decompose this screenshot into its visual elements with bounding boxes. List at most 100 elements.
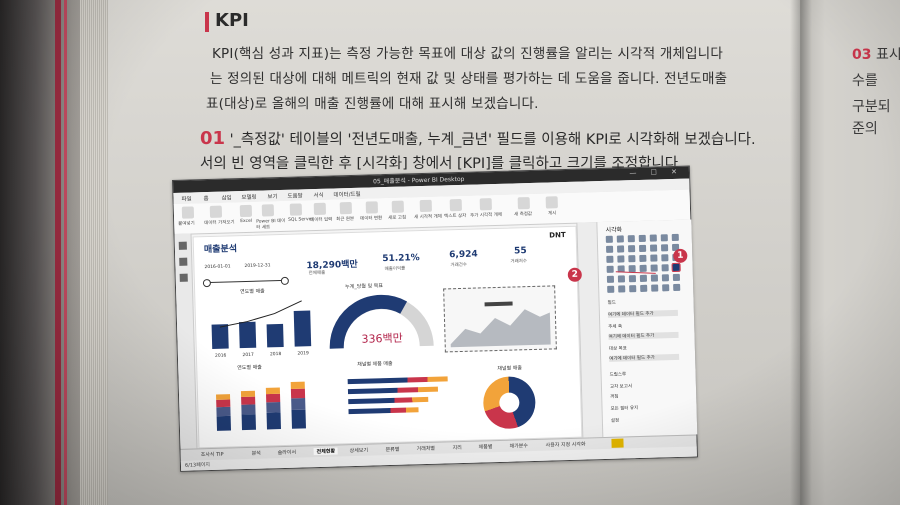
page-tab[interactable]: 거래처별 bbox=[416, 445, 436, 453]
powerbi-dataset-icon[interactable] bbox=[261, 204, 275, 217]
menu-home[interactable]: 홈 bbox=[203, 195, 209, 203]
page-tab[interactable]: 상세보기 bbox=[349, 447, 369, 455]
visual-type-icon[interactable] bbox=[628, 255, 636, 263]
visual-type-icon[interactable] bbox=[639, 254, 647, 262]
visual-type-icon[interactable] bbox=[628, 245, 636, 253]
visual-type-icon[interactable] bbox=[650, 254, 658, 262]
menu-data-drill[interactable]: 데이터/드릴 bbox=[333, 191, 361, 199]
new-kpi-visual-placeholder[interactable] bbox=[443, 285, 557, 353]
pane-add-field-3[interactable]: 여기에 데이터 필드 추가 bbox=[609, 355, 655, 362]
slider-start-handle[interactable] bbox=[202, 278, 212, 288]
stacked-bar-chart[interactable] bbox=[207, 372, 319, 437]
slicer-start-date[interactable]: 2016-01-01 bbox=[204, 264, 231, 271]
visual-type-icon[interactable] bbox=[606, 265, 614, 273]
publish-icon[interactable] bbox=[545, 196, 558, 209]
kpi-visual-icon[interactable] bbox=[671, 262, 681, 273]
visual-type-icon[interactable] bbox=[661, 254, 669, 262]
text-box-icon[interactable] bbox=[449, 198, 462, 212]
page-tab[interactable]: 제품별 bbox=[478, 444, 493, 451]
menu-modeling[interactable]: 모델링 bbox=[241, 194, 257, 202]
transform-data-icon[interactable] bbox=[365, 201, 379, 214]
page-tab[interactable]: 전체현황 bbox=[313, 447, 339, 456]
visual-type-icon[interactable] bbox=[672, 273, 681, 282]
visual-type-icon[interactable] bbox=[605, 235, 613, 243]
pane-keep-filters[interactable]: 모든 필터 유지 bbox=[610, 406, 639, 412]
step-line-2: 서의 빈 영역을 클릭한 후 [시각화] 창에서 [KPI]를 클릭하고 크기를… bbox=[200, 156, 683, 172]
menu-file[interactable]: 파일 bbox=[181, 196, 192, 203]
visual-type-icon[interactable] bbox=[639, 264, 647, 272]
report-canvas[interactable]: 매출분석 DNT 2016-01-01 2019-12-31 18,290백만 … bbox=[192, 225, 583, 449]
visual-type-icon[interactable] bbox=[639, 274, 648, 282]
page-tab[interactable]: 슬라이서 bbox=[277, 449, 297, 457]
sql-server-icon[interactable] bbox=[289, 203, 303, 216]
pane-add-field-2[interactable]: 여기에 데이터 필드 추가 bbox=[608, 333, 655, 340]
visual-type-icon[interactable] bbox=[627, 235, 635, 243]
data-view-icon[interactable] bbox=[179, 257, 188, 266]
visual-type-icon[interactable] bbox=[660, 244, 669, 252]
recent-sources-icon[interactable] bbox=[339, 201, 353, 215]
visual-type-icon[interactable] bbox=[650, 264, 658, 272]
menu-view[interactable]: 보기 bbox=[267, 194, 278, 201]
hbar-row-2[interactable] bbox=[347, 386, 439, 395]
excel-icon[interactable] bbox=[239, 204, 253, 218]
visual-type-icon[interactable] bbox=[606, 275, 615, 283]
yearly-sales-chart[interactable]: 2016 2017 2018 2019 bbox=[205, 294, 317, 359]
hbar-row-4[interactable] bbox=[348, 407, 419, 415]
get-data-icon[interactable] bbox=[209, 205, 223, 218]
more-visuals-icon[interactable] bbox=[479, 198, 492, 211]
visual-type-icon[interactable] bbox=[606, 245, 614, 253]
page-tab[interactable]: 지리 bbox=[452, 445, 462, 452]
hbar-row-1[interactable] bbox=[347, 376, 448, 385]
visual-type-icon[interactable] bbox=[660, 234, 668, 242]
visual-type-icon[interactable] bbox=[617, 245, 625, 253]
enter-data-icon[interactable] bbox=[313, 202, 327, 216]
visual-type-icon[interactable] bbox=[649, 234, 657, 242]
slider-end-handle[interactable] bbox=[280, 276, 289, 285]
visual-type-icon[interactable] bbox=[638, 244, 647, 252]
paste-icon[interactable] bbox=[181, 206, 195, 219]
menu-help[interactable]: 도움말 bbox=[287, 193, 303, 200]
refresh-icon[interactable] bbox=[391, 200, 404, 213]
visual-type-icon[interactable] bbox=[649, 244, 658, 252]
add-page-icon[interactable] bbox=[611, 438, 624, 448]
visual-type-icon[interactable] bbox=[629, 285, 637, 293]
menu-format[interactable]: 서식 bbox=[313, 192, 324, 200]
new-measure-icon[interactable] bbox=[517, 197, 530, 210]
visual-type-icon[interactable] bbox=[616, 235, 624, 243]
new-visual-icon[interactable] bbox=[419, 199, 432, 213]
visual-type-icon[interactable] bbox=[638, 234, 646, 242]
visual-type-icon[interactable] bbox=[640, 284, 648, 292]
visual-type-icon[interactable] bbox=[628, 275, 637, 283]
visual-type-icon[interactable] bbox=[617, 255, 625, 263]
visual-type-icon[interactable] bbox=[671, 233, 679, 242]
gauge-chart[interactable] bbox=[325, 291, 437, 354]
pane-setting[interactable]: 설정 bbox=[610, 418, 620, 424]
page-tab[interactable]: 사용자 지정 시각화 bbox=[545, 441, 586, 449]
visual-type-icon[interactable] bbox=[661, 274, 670, 282]
window-controls-icon[interactable]: — ☐ ✕ bbox=[629, 167, 684, 178]
pane-off-toggle[interactable]: 꺼짐 bbox=[610, 394, 619, 400]
visual-type-icon[interactable] bbox=[662, 284, 670, 292]
page-tab[interactable]: 채가분수 bbox=[509, 443, 529, 450]
model-view-icon[interactable] bbox=[179, 273, 188, 282]
visual-type-icon[interactable] bbox=[618, 285, 626, 293]
date-slider-track[interactable] bbox=[204, 279, 285, 284]
hbar-row-3[interactable] bbox=[348, 396, 429, 405]
menu-insert[interactable]: 삽입 bbox=[221, 195, 232, 202]
slicer-end-date[interactable]: 2019-12-31 bbox=[244, 263, 271, 270]
intro-line-3: 표(대상)로 올해의 매출 진행률에 대해 표시해 보겠습니다. bbox=[206, 96, 539, 112]
pane-add-field-1[interactable]: 여기에 데이터 필드 추가 bbox=[607, 311, 654, 318]
page-tab[interactable]: 분류별 bbox=[385, 446, 400, 454]
page-tab[interactable]: 조사식 TIP bbox=[200, 451, 224, 459]
visual-type-icon[interactable] bbox=[661, 264, 669, 272]
powerbi-screenshot: 05_매출분석 - Power BI Desktop — ☐ ✕ 파일 홈 삽입… bbox=[172, 165, 698, 472]
visual-type-icon[interactable] bbox=[617, 275, 626, 283]
page-tab[interactable]: 분석 bbox=[251, 450, 261, 457]
pane-fields-label[interactable]: 필드 bbox=[607, 300, 616, 306]
report-view-icon[interactable] bbox=[178, 241, 187, 250]
visual-type-icon[interactable] bbox=[607, 285, 615, 293]
visual-type-icon[interactable] bbox=[606, 255, 614, 263]
visual-type-icon[interactable] bbox=[650, 274, 659, 282]
visual-type-icon[interactable] bbox=[673, 283, 681, 292]
visual-type-icon[interactable] bbox=[651, 284, 659, 292]
